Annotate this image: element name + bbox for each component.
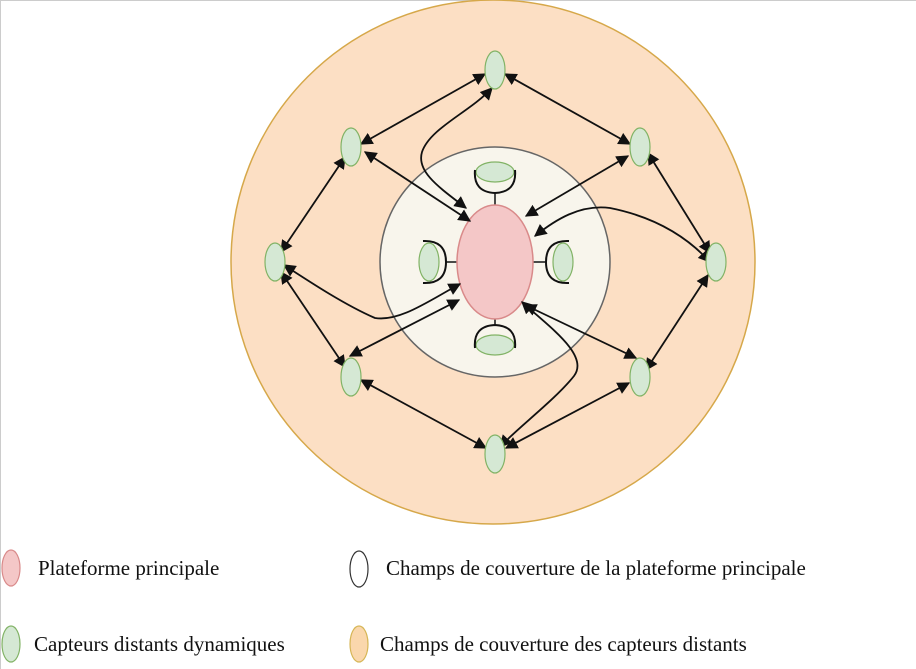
remote-sensor-bottom-left xyxy=(340,357,362,397)
main-platform xyxy=(456,204,534,320)
legend xyxy=(1,549,369,663)
remote-sensor-bottom-right xyxy=(629,357,651,397)
remote-sensor-left xyxy=(264,242,286,282)
legend-swatch-sensor xyxy=(1,625,21,663)
remote-sensor-top-right xyxy=(629,127,651,167)
legend-swatch-sensor-field xyxy=(349,625,369,663)
legend-swatch-platform-field xyxy=(349,550,369,588)
platform-links xyxy=(282,87,711,448)
legend-label-platform: Plateforme principale xyxy=(38,556,220,580)
legend-label-sensor-field: Champs de couverture des capteurs distan… xyxy=(380,632,747,656)
remote-sensor-top xyxy=(484,50,506,90)
docked-sensor-bottom xyxy=(475,334,515,356)
docked-sensor-top xyxy=(475,161,515,183)
remote-sensor-top-left xyxy=(340,127,362,167)
docked-sensor-right xyxy=(552,242,574,282)
remote-sensors xyxy=(264,50,727,474)
remote-sensor-right xyxy=(705,242,727,282)
docked-sensor-left xyxy=(418,242,440,282)
legend-label-sensors: Capteurs distants dynamiques xyxy=(34,632,285,656)
legend-label-platform-field: Champs de couverture de la plateforme pr… xyxy=(386,556,806,580)
remote-sensor-bottom xyxy=(484,434,506,474)
legend-swatch-platform xyxy=(1,549,21,587)
